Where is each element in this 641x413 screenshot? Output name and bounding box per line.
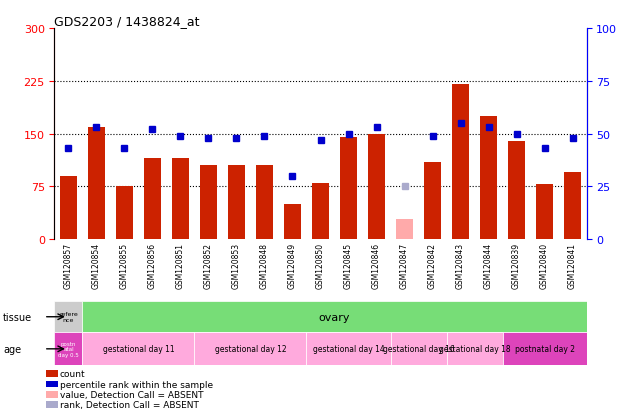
Bar [88,127,105,240]
Text: percentile rank within the sample: percentile rank within the sample [60,380,213,389]
Text: GSM120847: GSM120847 [400,243,409,289]
Text: GSM120855: GSM120855 [120,243,129,289]
Text: postnatal day 2: postnatal day 2 [515,344,574,354]
Bar [564,173,581,240]
Bar [312,183,329,240]
Bar [396,220,413,240]
Bar [144,159,161,240]
Bar [83,332,194,366]
Text: count: count [60,369,85,378]
Text: GSM120845: GSM120845 [344,243,353,289]
Text: GDS2203 / 1438824_at: GDS2203 / 1438824_at [54,15,200,28]
Bar [172,159,189,240]
Bar [508,141,525,240]
Text: rank, Detection Call = ABSENT: rank, Detection Call = ABSENT [60,400,199,409]
Text: GSM120841: GSM120841 [568,243,577,289]
Text: GSM120844: GSM120844 [484,243,493,289]
Text: tissue: tissue [3,312,32,322]
Text: gestational day 16: gestational day 16 [383,344,454,354]
Text: GSM120856: GSM120856 [148,243,157,289]
Bar [368,134,385,240]
Text: GSM120849: GSM120849 [288,243,297,289]
Text: GSM120839: GSM120839 [512,243,521,289]
Bar [306,332,390,366]
Text: postn
atal
day 0.5: postn atal day 0.5 [58,341,79,357]
Text: GSM120857: GSM120857 [64,243,73,289]
Text: GSM120853: GSM120853 [232,243,241,289]
Text: gestational day 11: gestational day 11 [103,344,174,354]
Text: gestational day 18: gestational day 18 [438,344,510,354]
Text: GSM120842: GSM120842 [428,243,437,289]
Text: gestational day 14: gestational day 14 [313,344,385,354]
Text: GSM120850: GSM120850 [316,243,325,289]
Text: age: age [3,344,21,354]
Text: GSM120840: GSM120840 [540,243,549,289]
Bar [390,332,447,366]
Text: value, Detection Call = ABSENT: value, Detection Call = ABSENT [60,390,203,399]
Text: gestational day 12: gestational day 12 [215,344,287,354]
Bar [284,204,301,240]
Bar [424,162,441,240]
Text: GSM120848: GSM120848 [260,243,269,289]
Text: ovary: ovary [319,312,350,322]
Bar [194,332,306,366]
Bar [452,85,469,240]
Bar [54,332,83,366]
Bar [200,166,217,240]
Bar [116,187,133,240]
Text: GSM120854: GSM120854 [92,243,101,289]
Bar [60,176,77,240]
Text: GSM120843: GSM120843 [456,243,465,289]
Bar [480,116,497,240]
Text: refere
nce: refere nce [59,311,78,323]
Bar [503,332,587,366]
Text: GSM120846: GSM120846 [372,243,381,289]
Text: GSM120852: GSM120852 [204,243,213,289]
Bar [536,185,553,240]
Bar [447,332,503,366]
Bar [228,166,245,240]
Bar [340,138,357,240]
Bar [256,166,273,240]
Bar [54,301,83,332]
Text: GSM120851: GSM120851 [176,243,185,289]
